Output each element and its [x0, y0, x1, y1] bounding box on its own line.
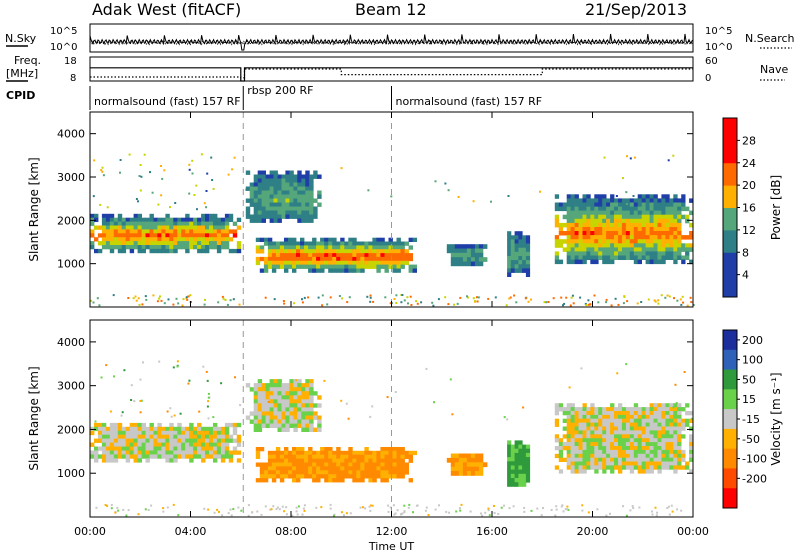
nave-tick: 0 — [705, 73, 711, 84]
power-colorbar-label: 16 — [742, 202, 756, 215]
power-echo-region — [507, 231, 531, 277]
noise-right-tick: 10^0 — [705, 42, 732, 53]
freq-tick: 8 — [70, 73, 76, 84]
power-ytick-label: 3000 — [57, 171, 85, 184]
xtick-label: 08:00 — [275, 525, 307, 538]
power-colorbar-label: 28 — [742, 134, 756, 147]
power-colorbar: 4 8 12 16 20 24 28 Power [dB] — [722, 117, 783, 298]
power-colorbar-swatch — [723, 274, 737, 298]
velocity-colorbar-label: -50 — [742, 433, 760, 446]
power-ylabel: Slant Range [km] — [27, 157, 41, 261]
velocity-colorbar-label: 200 — [742, 334, 763, 347]
velocity-echo-region — [245, 379, 322, 432]
noise-search-line — [89, 40, 694, 46]
velocity-ytick-label: 4000 — [57, 336, 85, 349]
velocity-colorbar-title: Velocity [m s⁻¹] — [769, 372, 783, 465]
velocity-panel: 1000 2000 3000 4000 Slant Range [km] — [27, 319, 694, 518]
freq-line — [90, 67, 693, 82]
velocity-colorbar-swatch — [723, 330, 737, 351]
xtick-label: 12:00 — [376, 525, 408, 538]
power-colorbar-swatch — [723, 140, 737, 164]
velocity-ylabel: Slant Range [km] — [27, 366, 41, 470]
power-echo-region — [255, 237, 417, 273]
velocity-colorbar-swatch — [723, 369, 737, 390]
cpid-segment-label: normalsound (fast) 157 RF — [396, 95, 543, 108]
velocity-colorbar-label: -15 — [742, 413, 760, 426]
noise-left-tick: 10^0 — [50, 42, 77, 53]
velocity-echo-region — [507, 440, 531, 487]
velocity-echo-region — [255, 447, 417, 483]
power-colorbar-title: Power [dB] — [769, 175, 783, 240]
velocity-colorbar-label: 50 — [742, 373, 756, 386]
xtick-label: 20:00 — [577, 525, 609, 538]
nave-right-label: Nave — [760, 63, 788, 76]
power-echo-region — [90, 213, 242, 254]
power-ytick-label: 4000 — [57, 128, 85, 141]
velocity-colorbar-swatch — [723, 488, 737, 509]
velocity-colorbar-swatch — [723, 428, 737, 450]
velocity-colorbar-label: 100 — [742, 354, 763, 367]
freq-left-unit: [MHz] — [6, 67, 38, 80]
velocity-colorbar-label: -200 — [742, 472, 767, 485]
velocity-echo-region — [554, 403, 694, 474]
velocity-colorbar-swatch — [723, 409, 737, 430]
velocity-colorbar-label: 15 — [742, 393, 756, 406]
power-colorbar-swatch — [723, 185, 737, 208]
power-echo-region — [245, 170, 322, 223]
power-colorbar-swatch — [723, 252, 737, 276]
noise-sky-line — [89, 33, 694, 51]
power-ytick-label: 1000 — [57, 258, 85, 271]
velocity-colorbar-swatch — [723, 349, 737, 371]
velocity-echo-region — [90, 422, 242, 463]
power-colorbar-label: 12 — [742, 224, 756, 237]
xtick-label: 16:00 — [476, 525, 508, 538]
beam-title: Beam 12 — [355, 0, 427, 19]
noise-left-label: N.Sky — [5, 32, 37, 45]
xtick-label: 00:00 — [677, 525, 709, 538]
power-ground-scatter — [90, 153, 695, 307]
power-echo-region — [554, 194, 694, 265]
noise-right-tick: 10^5 — [705, 26, 732, 37]
velocity-colorbar-swatch — [723, 448, 737, 469]
xaxis-label: Time UT — [368, 540, 414, 553]
power-colorbar-label: 24 — [742, 157, 756, 170]
xtick-label: 00:00 — [74, 525, 106, 538]
power-colorbar-swatch — [723, 162, 737, 186]
cpid-label: CPID — [6, 89, 35, 102]
cpid-segment-label: normalsound (fast) 157 RF — [94, 95, 241, 108]
velocity-ground-scatter — [94, 360, 693, 517]
power-ytick-label: 2000 — [57, 214, 85, 227]
velocity-ytick-label: 1000 — [57, 467, 85, 480]
power-panel: 1000 2000 3000 4000 Slant Range [km] — [27, 111, 695, 308]
noise-left-tick: 10^5 — [50, 26, 77, 37]
power-echo-region — [446, 244, 488, 267]
station-title: Adak West (fitACF) — [92, 0, 242, 19]
cpid-segment-label: rbsp 200 RF — [247, 84, 313, 97]
power-colorbar-label: 8 — [742, 246, 749, 259]
power-colorbar-swatch — [723, 229, 737, 253]
nave-tick: 60 — [705, 56, 718, 67]
velocity-ytick-label: 3000 — [57, 380, 85, 393]
velocity-colorbar-label: -100 — [742, 453, 767, 466]
velocity-colorbar-swatch — [723, 468, 737, 489]
power-colorbar-label: 4 — [742, 269, 749, 282]
power-colorbar-swatch — [723, 118, 737, 141]
noise-panel-frame — [89, 23, 694, 53]
power-colorbar-label: 20 — [742, 179, 756, 192]
freq-left-label: Freq. — [14, 54, 41, 67]
xtick-label: 04:00 — [175, 525, 207, 538]
velocity-echo-region — [446, 453, 488, 476]
velocity-colorbar-swatch — [723, 389, 737, 410]
freq-tick: 18 — [64, 56, 77, 67]
velocity-ytick-label: 2000 — [57, 423, 85, 436]
noise-right-label: N.Search — [745, 32, 795, 45]
power-colorbar-swatch — [723, 207, 737, 231]
nave-line — [90, 68, 693, 79]
date-title: 21/Sep/2013 — [585, 0, 688, 19]
